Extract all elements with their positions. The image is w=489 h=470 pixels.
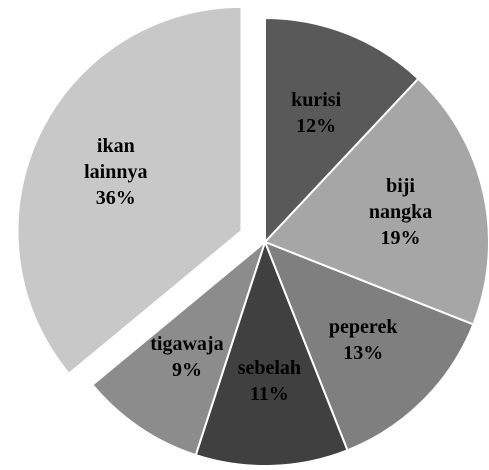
category-label: kurisi	[291, 88, 342, 111]
category-label: biji nangka	[368, 174, 433, 223]
category-label: sebelah	[237, 356, 302, 379]
value-label: 19%	[380, 226, 421, 249]
pie-slice	[263, 240, 475, 452]
slice-label: sebelah 11%	[227, 355, 311, 407]
pie-slice	[194, 239, 349, 467]
pie-slice	[264, 16, 420, 245]
pie-slice	[90, 239, 268, 457]
slice-label: tigawaja 9%	[145, 331, 229, 383]
value-label: 11%	[249, 382, 289, 405]
value-label: 9%	[171, 358, 202, 381]
value-label: 13%	[343, 342, 384, 365]
value-label: 36%	[95, 186, 136, 209]
slice-label: biji nangka 19%	[359, 173, 443, 251]
category-label: tigawaja	[150, 332, 224, 355]
category-label: ikan lainnya	[84, 134, 148, 183]
slice-label: peperek 13%	[321, 314, 405, 366]
value-label: 12%	[296, 114, 337, 137]
slice-label: ikan lainnya 36%	[74, 133, 158, 211]
pie-slice	[16, 5, 243, 376]
category-label: peperek	[328, 316, 398, 339]
slice-label: kurisi 12%	[274, 87, 358, 139]
pie-slice	[263, 77, 489, 326]
